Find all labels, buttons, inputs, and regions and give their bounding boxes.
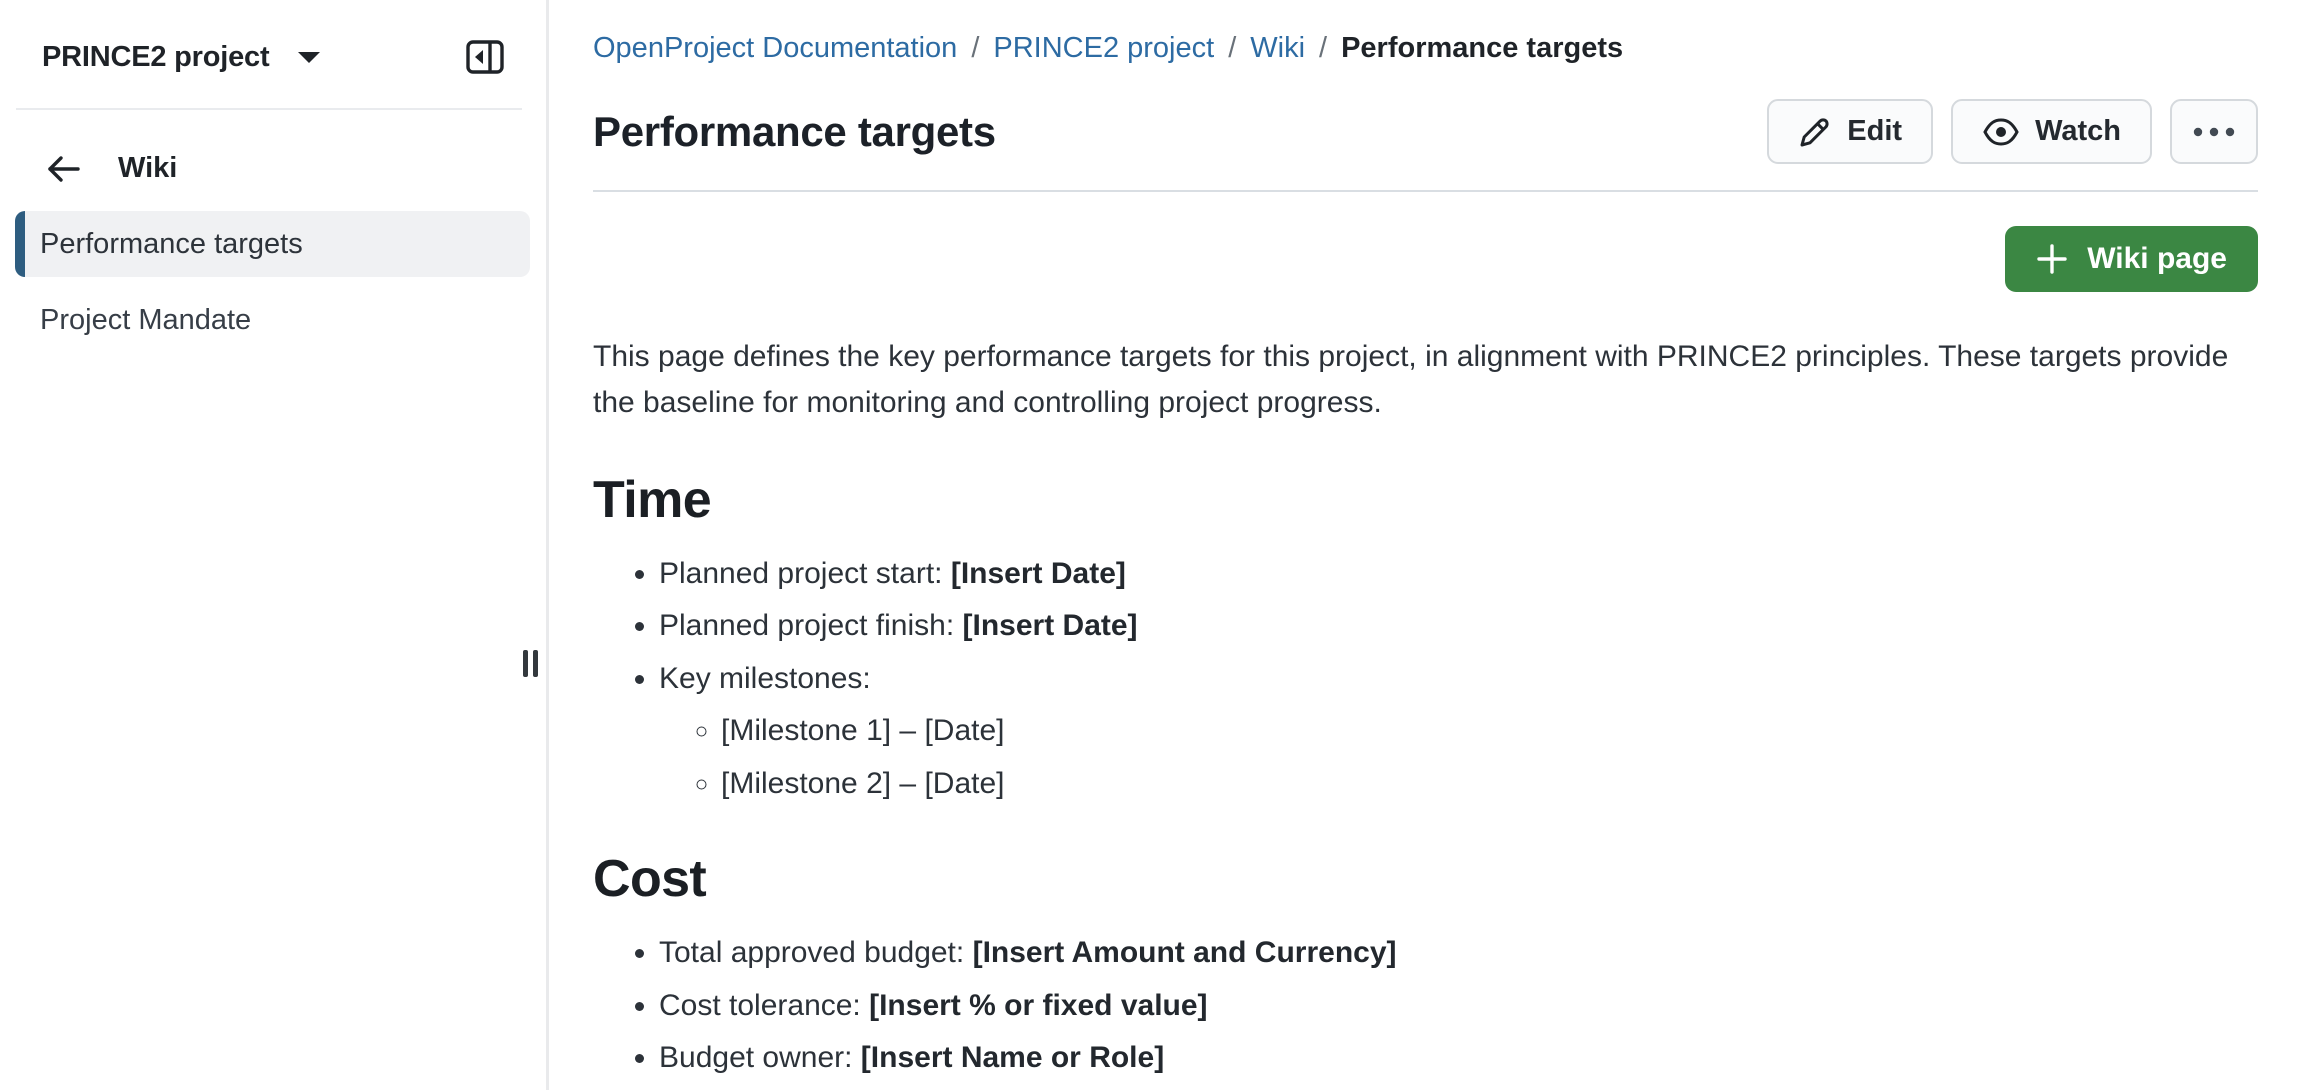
list-item: Budget owner: [Insert Name or Role] bbox=[659, 1036, 2258, 1080]
sidebar-item-label: Performance targets bbox=[40, 227, 303, 260]
drag-handle-icon bbox=[533, 650, 538, 677]
breadcrumb-link-prince2-project[interactable]: PRINCE2 project bbox=[993, 32, 1215, 64]
main-content: OpenProject Documentation / PRINCE2 proj… bbox=[549, 0, 2314, 1090]
sidebar-item-project-mandate[interactable]: Project Mandate bbox=[15, 287, 530, 353]
collapse-sidebar-button[interactable] bbox=[464, 36, 506, 78]
sidebar-header: PRINCE2 project bbox=[0, 0, 546, 78]
project-selector[interactable]: PRINCE2 project bbox=[42, 41, 323, 74]
section-heading-cost: Cost bbox=[593, 850, 707, 909]
arrow-left-icon bbox=[48, 155, 80, 182]
list-item-value: [Insert % or fixed value] bbox=[869, 988, 1208, 1022]
list-item-value: [Insert Amount and Currency] bbox=[972, 936, 1397, 970]
list-item-value: [Insert Name or Role] bbox=[860, 1041, 1165, 1075]
edit-button-label: Edit bbox=[1847, 115, 1903, 147]
add-wiki-page-label: Wiki page bbox=[2087, 242, 2227, 275]
intro-paragraph: This page defines the key performance ta… bbox=[593, 340, 2229, 419]
list-item: Key milestones: [Milestone 1] – [Date] [… bbox=[659, 657, 2258, 806]
wiki-page-body: This page defines the key performance ta… bbox=[593, 334, 2258, 1090]
wiki-menu-title: Wiki bbox=[118, 152, 178, 184]
back-button[interactable] bbox=[46, 155, 82, 183]
watch-button[interactable]: Watch bbox=[1951, 99, 2152, 164]
project-name: PRINCE2 project bbox=[42, 40, 270, 73]
breadcrumb-separator: / bbox=[971, 32, 980, 64]
list-item: Cost tolerance: [Insert % or fixed value… bbox=[659, 984, 2258, 1028]
collapse-sidebar-icon bbox=[466, 40, 504, 74]
page-actions: Edit Watch bbox=[1767, 99, 2258, 164]
wiki-menu-header: Wiki bbox=[0, 152, 546, 185]
plus-icon bbox=[2037, 244, 2067, 274]
time-list: Planned project start: [Insert Date] Pla… bbox=[593, 552, 2258, 806]
list-item-label: Key milestones: bbox=[659, 661, 871, 695]
breadcrumb-separator: / bbox=[1319, 32, 1328, 64]
list-item-label: Total approved budget: bbox=[659, 936, 973, 970]
breadcrumb-link-openproject-documentation[interactable]: OpenProject Documentation bbox=[593, 32, 958, 64]
list-item-label: Planned project finish: bbox=[659, 609, 963, 643]
page-header: Performance targets Edit Watch bbox=[593, 99, 2258, 164]
list-item: Planned project finish: [Insert Date] bbox=[659, 604, 2258, 648]
breadcrumb-separator: / bbox=[1228, 32, 1237, 64]
kebab-horizontal-icon bbox=[2193, 127, 2235, 136]
list-item-label: Cost tolerance: bbox=[659, 988, 870, 1022]
chevron-down-icon bbox=[298, 52, 321, 63]
watch-button-label: Watch bbox=[2035, 115, 2121, 147]
sidebar-divider bbox=[16, 108, 522, 110]
sidebar: PRINCE2 project Wiki bbox=[0, 0, 549, 1090]
page-title: Performance targets bbox=[593, 107, 996, 155]
edit-button[interactable]: Edit bbox=[1767, 99, 1934, 164]
list-item-value: [Insert Date] bbox=[950, 556, 1126, 590]
list-item-value: [Insert Date] bbox=[962, 609, 1138, 643]
list-item: Planned project start: [Insert Date] bbox=[659, 552, 2258, 596]
breadcrumb-link-wiki[interactable]: Wiki bbox=[1250, 32, 1306, 64]
eye-icon bbox=[1983, 117, 2019, 146]
breadcrumb: OpenProject Documentation / PRINCE2 proj… bbox=[593, 32, 2258, 65]
sidebar-resize-handle[interactable] bbox=[521, 648, 540, 679]
title-divider bbox=[593, 190, 2258, 192]
sidebar-item-label: Project Mandate bbox=[40, 303, 252, 336]
list-item-label: Planned project start: bbox=[659, 556, 951, 590]
list-item: Total approved budget: [Insert Amount an… bbox=[659, 931, 2258, 975]
list-item-label: Budget owner: bbox=[659, 1041, 861, 1075]
section-heading-time: Time bbox=[593, 470, 712, 529]
breadcrumb-current: Performance targets bbox=[1341, 32, 1624, 64]
wiki-page-list: Performance targets Project Mandate bbox=[0, 211, 546, 353]
cost-list: Total approved budget: [Insert Amount an… bbox=[593, 931, 2258, 1080]
drag-handle-icon bbox=[523, 650, 528, 677]
milestones-sublist: [Milestone 1] – [Date] [Milestone 2] – [… bbox=[659, 709, 2258, 805]
list-item: [Milestone 2] – [Date] bbox=[721, 762, 2258, 806]
more-actions-button[interactable] bbox=[2170, 99, 2258, 164]
add-wiki-page-button[interactable]: Wiki page bbox=[2005, 226, 2258, 292]
sidebar-item-performance-targets[interactable]: Performance targets bbox=[15, 211, 530, 277]
wiki-toolbar: Wiki page bbox=[593, 226, 2258, 292]
list-item: [Milestone 1] – [Date] bbox=[721, 709, 2258, 753]
pencil-icon bbox=[1800, 117, 1829, 146]
